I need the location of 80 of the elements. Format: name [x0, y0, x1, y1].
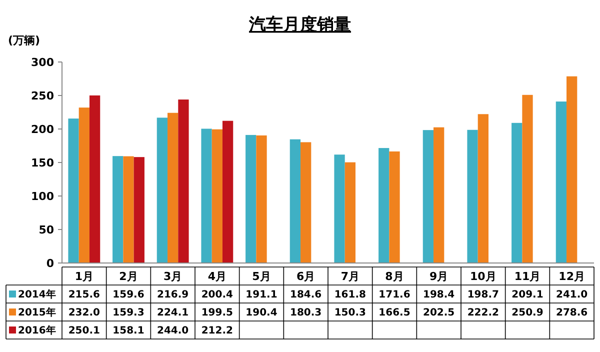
bar: [467, 130, 478, 263]
x-tick-label: 11月: [514, 270, 541, 283]
bar: [290, 139, 301, 263]
bar: [556, 102, 567, 263]
bar: [156, 118, 168, 263]
bar: [344, 162, 356, 263]
y-tick-label: 300: [31, 56, 54, 69]
x-tick-label: 3月: [164, 270, 182, 283]
legend-label: 2016年: [18, 324, 56, 336]
data-label: 191.1: [246, 290, 278, 300]
bar: [300, 142, 312, 263]
data-label: 198.7: [467, 290, 500, 300]
bar: [123, 156, 134, 263]
x-tick-label: 8月: [385, 270, 404, 283]
y-axis-title: (万辆): [8, 34, 40, 47]
chart-title: 汽车月度销量: [248, 15, 351, 35]
y-tick-label: 100: [31, 190, 54, 203]
data-label: 209.1: [512, 290, 544, 300]
y-tick-label: 250: [31, 89, 54, 102]
x-tick-label: 4月: [208, 270, 226, 283]
bar: [168, 112, 178, 263]
bar: [222, 120, 234, 263]
bar: [512, 122, 522, 263]
bar: [246, 134, 256, 263]
data-label: 216.9: [157, 290, 189, 300]
x-tick-label: 5月: [252, 270, 271, 283]
x-tick-label: 12月: [558, 270, 585, 283]
bar: [566, 76, 578, 263]
data-label: 200.4: [201, 290, 234, 300]
data-label: 190.4: [246, 308, 278, 318]
x-tick-label: 2月: [119, 270, 138, 283]
x-tick-label: 7月: [340, 270, 360, 283]
data-label: 241.0: [556, 290, 588, 300]
bar: [422, 130, 434, 263]
x-tick-label: 6月: [296, 270, 316, 283]
bar: [256, 135, 267, 263]
data-label: 180.3: [290, 308, 322, 318]
data-label: 171.6: [378, 290, 410, 300]
data-label: 250.1: [68, 326, 100, 336]
bar: [89, 95, 100, 263]
data-label: 158.1: [112, 326, 144, 336]
data-label: 150.3: [334, 308, 366, 318]
y-tick-label: 150: [31, 156, 54, 170]
data-label: 244.0: [157, 326, 189, 336]
data-label: 159.3: [112, 308, 144, 318]
data-label: 184.6: [290, 290, 322, 300]
x-tick-label: 9月: [430, 270, 448, 283]
data-label: 199.5: [201, 308, 234, 318]
bar: [134, 157, 144, 263]
bar: [478, 114, 488, 263]
bar: [522, 94, 533, 263]
data-label: 166.5: [378, 308, 410, 318]
bar: [78, 108, 90, 263]
bar: [389, 151, 400, 263]
data-label: 198.4: [423, 290, 455, 300]
data-label: 159.6: [112, 290, 144, 300]
x-tick-label: 1月: [74, 270, 94, 283]
data-label: 250.9: [512, 308, 544, 318]
y-tick-label: 200: [31, 122, 54, 136]
bar: [334, 154, 345, 263]
y-tick-label: 0: [46, 256, 54, 270]
data-label: 232.0: [68, 308, 100, 318]
bar: [434, 127, 444, 263]
data-label: 212.2: [201, 326, 234, 336]
data-label: 161.8: [334, 290, 366, 300]
data-label: 215.6: [68, 290, 100, 300]
data-label: 202.5: [423, 308, 455, 318]
bar: [178, 100, 189, 263]
bar: [378, 148, 390, 263]
legend-label: 2014年: [18, 288, 56, 300]
bar: [212, 129, 222, 263]
data-label: 278.6: [556, 308, 588, 318]
y-tick-label: 50: [38, 223, 54, 236]
bar: [201, 128, 212, 263]
bar: [68, 118, 79, 263]
legend-label: 2015年: [18, 306, 56, 318]
x-tick-label: 10月: [470, 270, 496, 283]
data-label: 222.2: [467, 308, 500, 318]
bar: [112, 156, 124, 263]
data-label: 224.1: [157, 308, 189, 318]
